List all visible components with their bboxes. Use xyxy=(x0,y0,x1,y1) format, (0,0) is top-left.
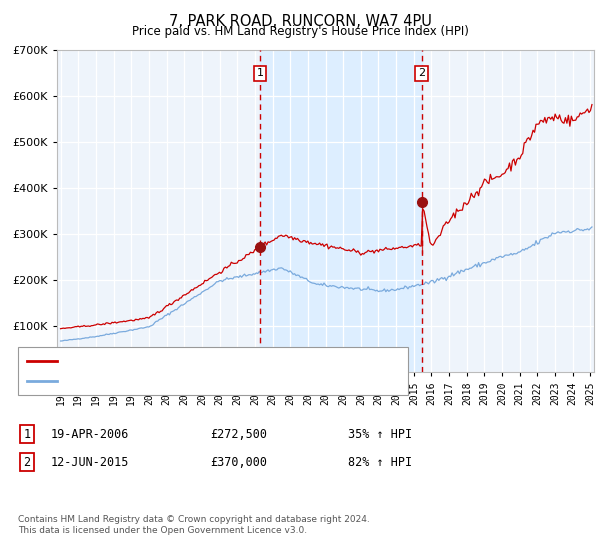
Text: 19-APR-2006: 19-APR-2006 xyxy=(51,427,130,441)
Text: Price paid vs. HM Land Registry's House Price Index (HPI): Price paid vs. HM Land Registry's House … xyxy=(131,25,469,38)
Text: 7, PARK ROAD, RUNCORN, WA7 4PU (detached house): 7, PARK ROAD, RUNCORN, WA7 4PU (detached… xyxy=(63,356,380,366)
Text: HPI: Average price, detached house, Halton: HPI: Average price, detached house, Halt… xyxy=(63,376,347,386)
Text: 82% ↑ HPI: 82% ↑ HPI xyxy=(348,455,412,469)
Text: 1: 1 xyxy=(23,427,31,441)
Text: 12-JUN-2015: 12-JUN-2015 xyxy=(51,455,130,469)
Text: 7, PARK ROAD, RUNCORN, WA7 4PU: 7, PARK ROAD, RUNCORN, WA7 4PU xyxy=(169,14,431,29)
Text: £272,500: £272,500 xyxy=(210,427,267,441)
Text: 2: 2 xyxy=(418,68,425,78)
Text: 2: 2 xyxy=(23,455,31,469)
Bar xyxy=(260,50,422,372)
Text: 1: 1 xyxy=(257,68,263,78)
Text: £370,000: £370,000 xyxy=(210,455,267,469)
Text: Contains HM Land Registry data © Crown copyright and database right 2024.
This d: Contains HM Land Registry data © Crown c… xyxy=(18,515,370,535)
Text: 35% ↑ HPI: 35% ↑ HPI xyxy=(348,427,412,441)
